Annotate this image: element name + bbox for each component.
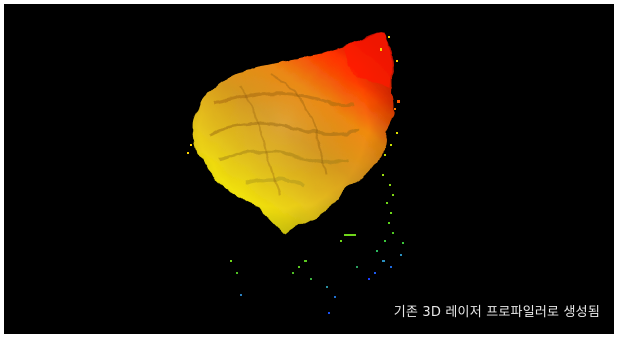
image-caption: 기존 3D 레이저 프로파일러로 생성됨 (393, 305, 600, 320)
point-cloud-render (187, 32, 404, 314)
sparse-points (187, 36, 404, 314)
image-frame: 기존 3D 레이저 프로파일러로 생성됨 (4, 4, 614, 334)
surface-blob (193, 32, 394, 234)
